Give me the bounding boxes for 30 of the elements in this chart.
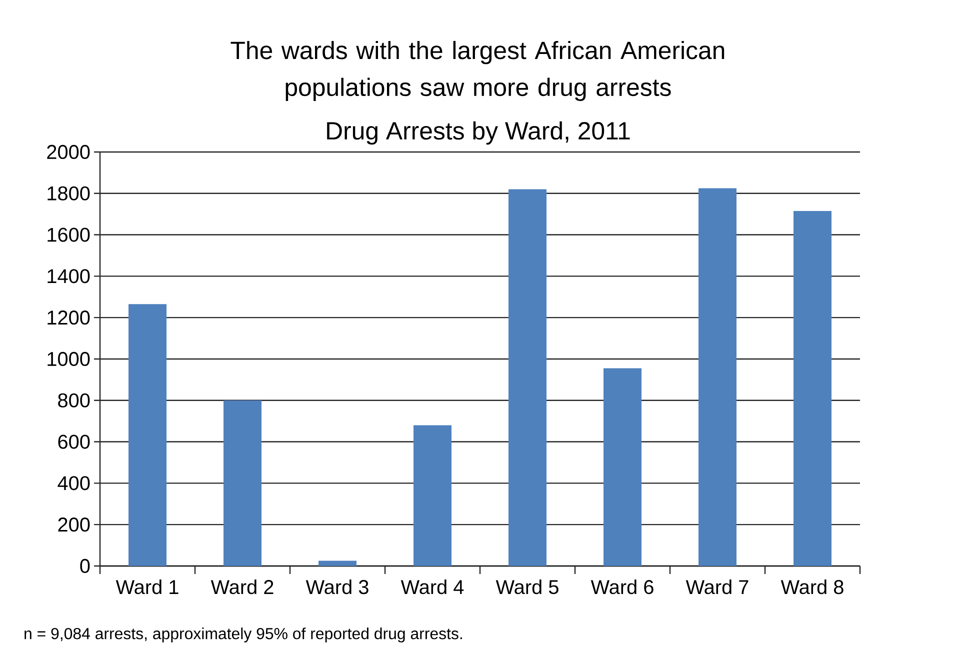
x-tick-label: Ward 1 bbox=[116, 580, 178, 594]
bar bbox=[794, 210, 832, 566]
x-tick-label: Ward 6 bbox=[590, 580, 654, 594]
bar bbox=[318, 560, 357, 566]
y-tick-label: 600 bbox=[58, 434, 90, 449]
y-tick-label: 400 bbox=[58, 476, 90, 490]
y-tick-label: 1600 bbox=[48, 228, 90, 242]
bar bbox=[414, 425, 452, 566]
x-tick-label: Ward 3 bbox=[306, 580, 368, 594]
text: n = 9,084 arrests, approximately 95% of reported drug arrests. bbox=[24, 628, 462, 642]
y-tick-label: 1200 bbox=[48, 310, 90, 325]
y-tick-label: 0 bbox=[80, 558, 90, 574]
x-tick-label: Ward 7 bbox=[686, 580, 748, 594]
bar bbox=[604, 368, 642, 566]
y-tick-label: 2000 bbox=[47, 144, 90, 160]
x-tick-label: Ward 4 bbox=[400, 580, 464, 594]
bar bbox=[128, 304, 167, 566]
y-tick-label: 200 bbox=[58, 518, 90, 532]
x-tick-label: Ward 2 bbox=[210, 580, 274, 594]
y-tick-label: 1800 bbox=[48, 186, 90, 200]
x-tick-label: Ward 5 bbox=[496, 580, 558, 594]
bar bbox=[698, 188, 737, 566]
bar bbox=[508, 189, 547, 566]
y-tick-label: 1400 bbox=[48, 269, 90, 284]
chart-title: The wards with the largest African American populations saw more drug arrests bbox=[230, 40, 724, 102]
y-tick-label: 800 bbox=[58, 393, 90, 408]
bar bbox=[224, 400, 262, 566]
y-tick-label: 1000 bbox=[48, 352, 90, 366]
x-tick-label: Ward 8 bbox=[780, 580, 844, 594]
chart-subtitle: Drug Arrests by Ward, 2011 bbox=[327, 121, 630, 145]
